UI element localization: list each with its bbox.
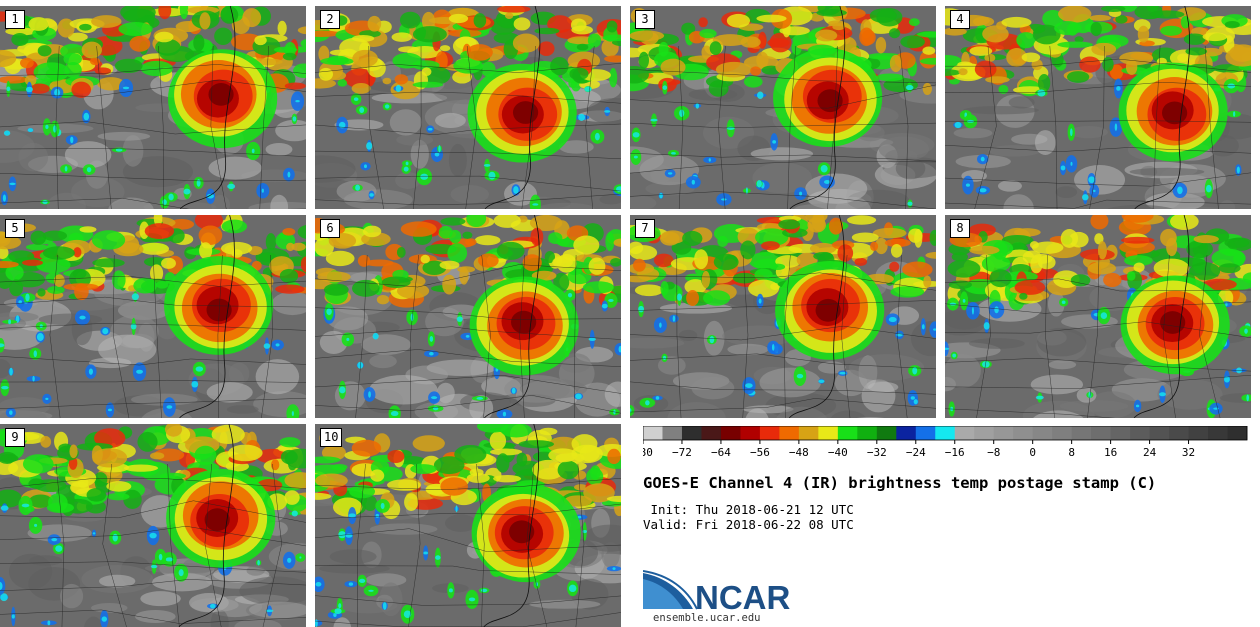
panel-label-10: 10 [320,428,343,447]
colorbar-tick-label: −48 [789,446,809,459]
colorbar-tick-label: 24 [1143,446,1157,459]
colorbar-swatch [1032,426,1053,440]
stamp-panel-4: 4 [945,6,1251,209]
panel-label-5: 5 [5,219,25,238]
colorbar-swatch [1013,426,1034,440]
panel-label-6: 6 [320,219,340,238]
stamp-panel-10: 10 [315,424,621,627]
colorbar-swatch [993,426,1014,440]
colorbar-swatch [720,426,741,440]
colorbar-swatch [857,426,878,440]
ncar-logo-text: NCAR [695,579,790,613]
colorbar-tick-label: −64 [711,446,731,459]
colorbar-swatch [643,426,663,440]
colorbar-tick-label: −8 [987,446,1000,459]
colorbar-swatch [779,426,800,440]
colorbar-swatch [974,426,995,440]
colorbar-swatch [837,426,858,440]
colorbar-tick-label: −32 [867,446,887,459]
colorbar-swatch [1227,426,1248,440]
colorbar-swatch [740,426,761,440]
colorbar-tick-label: −40 [828,446,848,459]
colorbar-tick-label: −80 [643,446,653,459]
colorbar-swatch [1130,426,1150,440]
panel-label-1: 1 [5,10,25,29]
colorbar-swatch [1188,426,1209,440]
panel-label-7: 7 [635,219,655,238]
colorbar-swatch [1149,426,1170,440]
panel-label-2: 2 [320,10,340,29]
stamp-panel-2: 2 [315,6,621,209]
stamp-panel-6: 6 [315,215,621,418]
colorbar-tick-label: −72 [672,446,692,459]
stamp-panel-9: 9 [0,424,306,627]
stamp-panel-7: 7 [630,215,936,418]
panel-label-8: 8 [950,219,970,238]
colorbar-tick-label: −56 [750,446,770,459]
panel-label-9: 9 [5,428,25,447]
colorbar-swatch [1052,426,1073,440]
panel-label-4: 4 [950,10,970,29]
ncar-swoosh-line [643,570,698,610]
panel-label-3: 3 [635,10,655,29]
colorbar-swatch [701,426,722,440]
stamp-panel-1: 1 [0,6,306,209]
colorbar-swatch [1071,426,1092,440]
colorbar-swatch [1091,426,1112,440]
stamp-panel-5: 5 [0,215,306,418]
colorbar-swatch [1110,426,1131,440]
colorbar-swatch [759,426,780,440]
valid-time: Valid: Fri 2018-06-22 08 UTC [643,517,854,532]
colorbar-frame [643,426,1248,441]
colorbar-tick-label: −16 [945,446,965,459]
colorbar-swatch [915,426,936,440]
ncar-logo: NCAR [643,570,790,613]
colorbar-swatch [798,426,819,440]
stamp-panel-3: 3 [630,6,936,209]
colorbar-swatch [818,426,839,440]
colorbar-swatch [1169,426,1189,440]
colorbar-swatch [1208,426,1228,440]
plot-title: GOES-E Channel 4 (IR) brightness temp po… [643,474,1157,492]
colorbar-swatch [681,426,702,440]
ncar-swoosh-light [643,579,683,609]
colorbar-tick-label: −24 [906,446,926,459]
colorbar-tick-label: 16 [1104,446,1117,459]
init-time: Init: Thu 2018-06-21 12 UTC [643,502,854,517]
colorbar-tick-label: 0 [1029,446,1036,459]
colorbar-tick-label: 8 [1068,446,1075,459]
colorbar-swatch [876,426,897,440]
colorbar-tick-label: 32 [1182,446,1195,459]
colorbar-swatch [935,426,956,440]
colorbar-swatch [662,426,683,440]
site-url: ensemble.ucar.edu [653,612,761,624]
colorbar-swatch [896,426,917,440]
colorbar-swatch [954,426,975,440]
stamp-panel-8: 8 [945,215,1251,418]
